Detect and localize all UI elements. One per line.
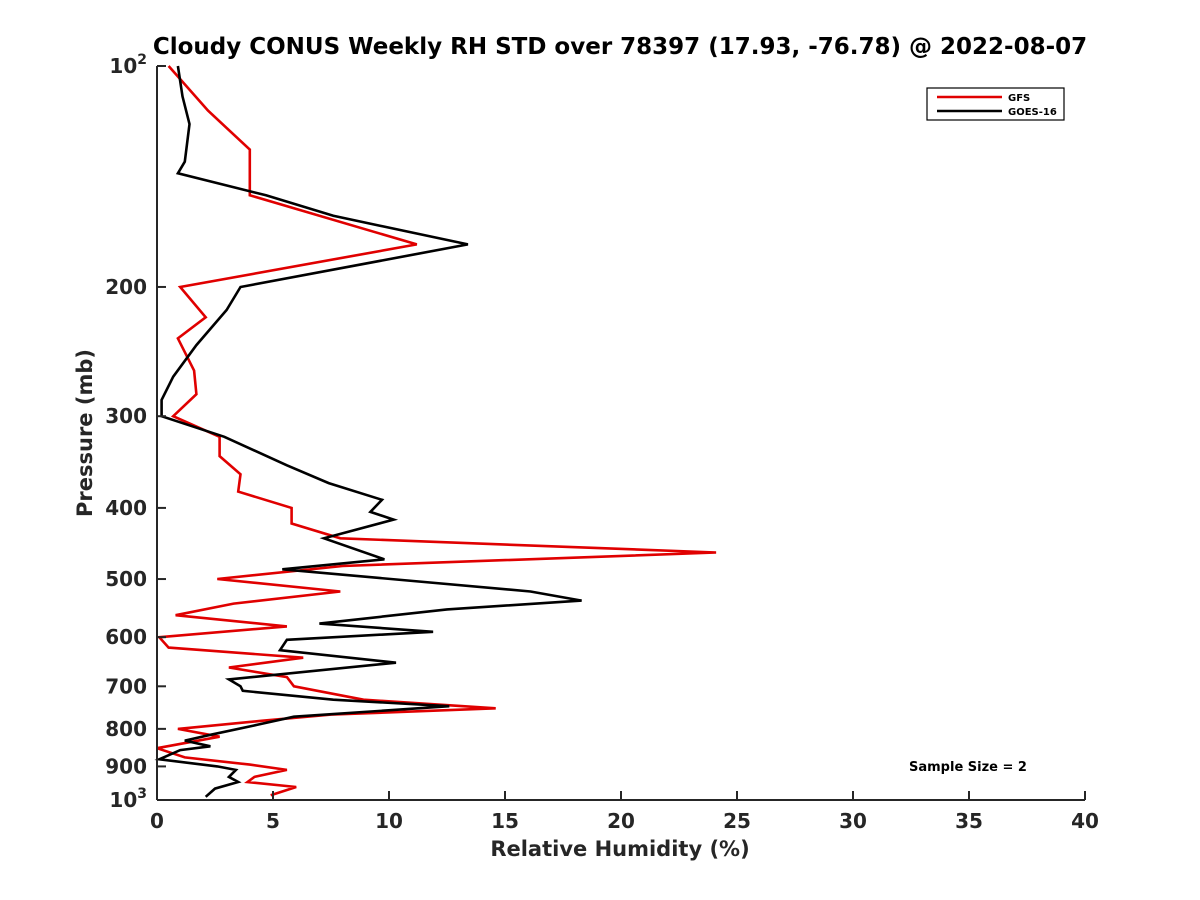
y-tick-label: 300 xyxy=(105,404,147,428)
y-axis-label: Pressure (mb) xyxy=(73,349,97,517)
y-tick-label: 103 xyxy=(109,786,147,812)
y-tick-label: 900 xyxy=(105,754,147,778)
x-tick-label: 5 xyxy=(266,809,280,833)
series-line-goes-16 xyxy=(154,65,582,798)
x-tick-label: 25 xyxy=(723,809,751,833)
x-axis-label: Relative Humidity (%) xyxy=(490,837,749,861)
legend: GFS GOES-16 xyxy=(926,87,1065,121)
x-tick-label: 40 xyxy=(1071,809,1099,833)
x-tick-label: 0 xyxy=(150,809,164,833)
y-tick-label: 800 xyxy=(105,717,147,741)
y-tick-label: 200 xyxy=(105,275,147,299)
legend-label-gfs: GFS xyxy=(1008,93,1030,104)
plot-area: 0 5 10 15 20 25 30 35 40 102 200 300 400 500 600 700 800… xyxy=(105,52,1099,833)
legend-label-goes-16: GOES-16 xyxy=(1008,107,1057,118)
x-tick-label: 10 xyxy=(375,809,403,833)
chart-title: Cloudy CONUS Weekly RH STD over 78397 (1… xyxy=(153,34,1087,60)
x-tick-label: 20 xyxy=(607,809,635,833)
y-tick-label: 600 xyxy=(105,625,147,649)
y-tick-label: 400 xyxy=(105,496,147,520)
sample-size-annotation: Sample Size = 2 xyxy=(909,760,1027,775)
y-tick-label: 700 xyxy=(105,674,147,698)
x-tick-label: 15 xyxy=(491,809,519,833)
y-tick-label: 500 xyxy=(105,567,147,591)
y-tick-label: 102 xyxy=(109,52,147,78)
series-line-gfs xyxy=(156,65,717,797)
x-tick-label: 35 xyxy=(955,809,983,833)
x-tick-label: 30 xyxy=(839,809,867,833)
legend-box xyxy=(926,87,1065,121)
